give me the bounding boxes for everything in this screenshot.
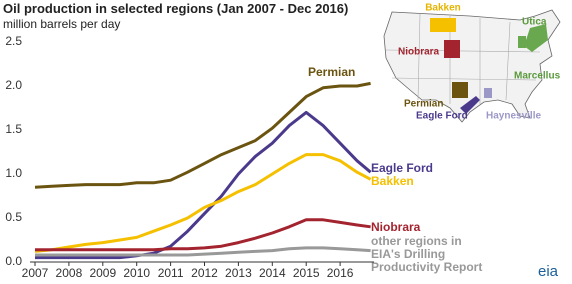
y-tick-label: 2.5: [5, 34, 22, 48]
series-line: [35, 246, 371, 257]
x-tick-label: 2012: [191, 266, 218, 280]
map-label: Bakken: [425, 3, 461, 14]
map-label: Utica: [522, 17, 547, 28]
series-line: [34, 153, 372, 253]
map-label: Marcellus: [514, 71, 561, 82]
chart-title: Oil production in selected regions (Jan …: [3, 1, 349, 16]
series-label: other regions in EIA's Drilling Producti…: [371, 234, 483, 274]
x-tick-label: 2011: [158, 266, 184, 280]
x-tick-label: 2016: [327, 266, 354, 280]
bakken-region: [430, 18, 456, 32]
y-tick-label: 0.0: [5, 254, 22, 268]
y-tick-label: 1.0: [5, 166, 22, 180]
permian-region: [452, 82, 468, 98]
chart-subtitle: million barrels per day: [3, 17, 121, 31]
series-line: [35, 218, 371, 252]
us-map: [383, 9, 561, 123]
haynesville-region: [484, 88, 492, 98]
x-tick-label: 2015: [293, 266, 320, 280]
series-label: Niobrara: [371, 220, 421, 234]
y-tick-label: 1.5: [5, 122, 22, 136]
map-label: Haynesville: [486, 111, 541, 122]
x-tick-label: 2013: [225, 266, 252, 280]
x-tick-label: 2007: [22, 266, 49, 280]
map-outline: [383, 9, 561, 123]
y-tick-label: 2.0: [5, 78, 22, 92]
utica-region: [518, 36, 526, 48]
niobrara-region: [444, 40, 460, 58]
x-tick-label: 2014: [259, 266, 286, 280]
map-label: Permian: [404, 99, 443, 110]
series-label: Eagle Ford: [371, 161, 434, 175]
series-line: [34, 81, 371, 189]
y-tick-label: 0.5: [5, 210, 22, 224]
series-label: Permian: [308, 65, 356, 79]
x-tick-label: 2008: [56, 266, 83, 280]
eagle-ford-region: [460, 96, 480, 114]
map-borders: [385, 13, 541, 104]
x-tick-label: 2009: [89, 266, 116, 280]
marcellus-region: [524, 24, 548, 52]
map-label: Niobrara: [398, 47, 440, 58]
series-line: [35, 110, 372, 260]
series-label: Bakken: [371, 174, 414, 188]
logo: eia: [538, 263, 559, 280]
x-tick-label: 2010: [123, 266, 150, 280]
map-label: Eagle Ford: [416, 111, 468, 122]
